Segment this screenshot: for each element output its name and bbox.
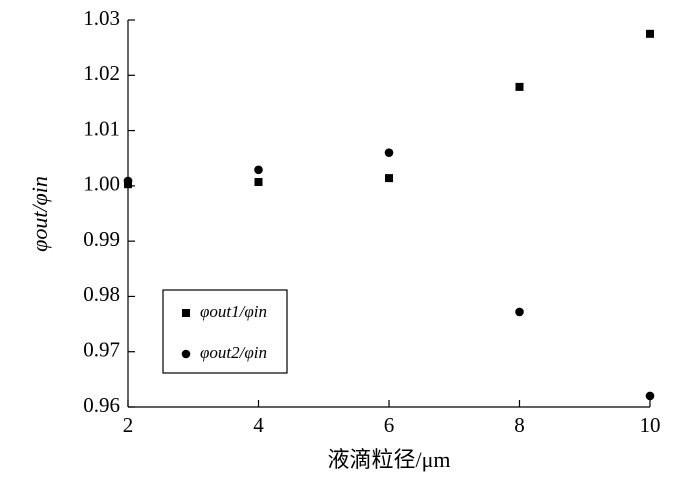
legend-label: φout2/φin (200, 343, 267, 362)
y-tick-label: 0.99 (83, 227, 120, 251)
x-tick-label: 4 (253, 413, 264, 437)
x-tick-label: 8 (514, 413, 525, 437)
data-point (645, 391, 655, 401)
y-tick-label: 1.03 (83, 6, 120, 30)
y-tick-label: 1.00 (83, 172, 120, 196)
legend-marker (182, 309, 190, 317)
data-point (515, 82, 524, 91)
x-tick-label: 6 (384, 413, 395, 437)
data-point (515, 307, 524, 317)
data-point (646, 29, 654, 38)
data-point (254, 177, 263, 186)
data-point (385, 174, 393, 183)
y-tick-label: 1.02 (83, 61, 120, 85)
x-tick-label: 2 (123, 413, 134, 437)
y-tick-label: 0.97 (83, 338, 120, 362)
x-axis-title: 液滴粒径/μm (327, 447, 450, 472)
y-tick-label: 0.98 (83, 282, 120, 306)
y-tick-label: 0.96 (83, 393, 120, 417)
legend-marker (181, 349, 191, 359)
data-point (254, 165, 263, 175)
legend-box (162, 289, 288, 374)
y-axis-title: φout/φin (27, 176, 52, 252)
x-tick-label: 10 (640, 413, 661, 437)
legend-label: φout1/φin (200, 302, 267, 321)
y-tick-label: 1.01 (83, 116, 120, 140)
data-point (123, 176, 133, 186)
data-point (384, 148, 394, 157)
